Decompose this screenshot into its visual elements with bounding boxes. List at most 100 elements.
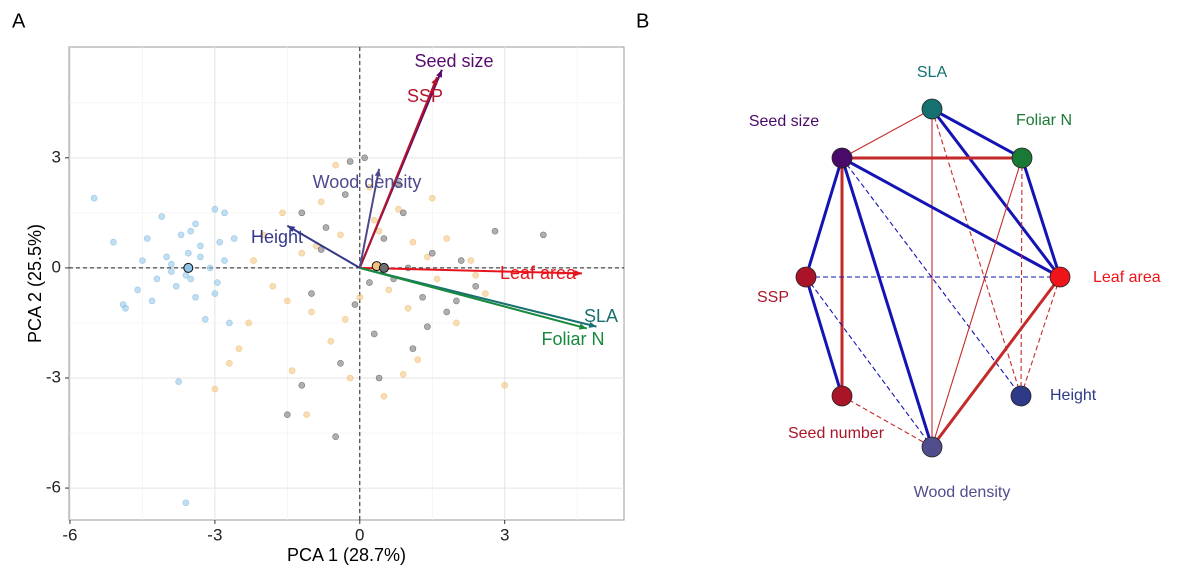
network-edge bbox=[840, 157, 934, 448]
loading-label: Seed size bbox=[414, 51, 493, 71]
point bbox=[168, 260, 175, 268]
plot-panel bbox=[68, 46, 625, 521]
point bbox=[491, 227, 499, 235]
point bbox=[230, 235, 238, 242]
y-tick-label: 3 bbox=[52, 147, 61, 166]
arrow-head bbox=[374, 168, 381, 177]
point bbox=[134, 286, 141, 294]
y-tick-label: 0 bbox=[52, 257, 61, 276]
point bbox=[163, 253, 170, 261]
point bbox=[298, 249, 306, 257]
arrow-head bbox=[287, 225, 296, 233]
point bbox=[385, 286, 393, 294]
loading-label: SSP bbox=[407, 86, 443, 106]
point bbox=[284, 297, 291, 305]
point bbox=[457, 257, 465, 264]
loading-arrow bbox=[359, 266, 583, 275]
point bbox=[370, 330, 378, 338]
loading-arrow bbox=[358, 168, 381, 269]
point bbox=[346, 374, 354, 382]
point bbox=[482, 290, 489, 297]
point bbox=[110, 238, 117, 246]
point bbox=[424, 323, 431, 330]
arrow-head bbox=[578, 323, 587, 330]
node-label: SSP bbox=[757, 289, 789, 306]
network-edge bbox=[930, 108, 1062, 278]
point bbox=[211, 205, 219, 213]
point bbox=[346, 158, 354, 165]
point bbox=[409, 345, 417, 352]
point bbox=[226, 319, 233, 327]
point bbox=[303, 411, 310, 418]
point bbox=[341, 315, 349, 323]
point bbox=[419, 293, 426, 301]
point bbox=[404, 304, 412, 312]
point bbox=[177, 231, 185, 239]
point bbox=[187, 227, 195, 235]
network-node bbox=[1010, 385, 1032, 407]
point bbox=[185, 249, 192, 257]
point bbox=[414, 356, 422, 363]
point bbox=[298, 382, 306, 389]
point bbox=[380, 235, 388, 242]
node-label: Height bbox=[1050, 387, 1097, 404]
point bbox=[206, 264, 214, 272]
point bbox=[153, 275, 161, 283]
centroid bbox=[378, 262, 389, 273]
arrow-head bbox=[574, 270, 582, 277]
point bbox=[380, 393, 388, 400]
x-tick-label: 0 bbox=[355, 525, 364, 544]
network-edge bbox=[841, 156, 1061, 279]
point bbox=[356, 293, 364, 301]
point bbox=[351, 301, 359, 308]
node-label: SLA bbox=[917, 64, 948, 81]
panel-label: B bbox=[636, 10, 649, 32]
point bbox=[341, 191, 349, 198]
point bbox=[472, 282, 480, 290]
x-tick-label: 3 bbox=[500, 525, 509, 544]
point bbox=[245, 319, 252, 327]
network-edge bbox=[931, 107, 1023, 160]
point bbox=[221, 209, 228, 217]
point bbox=[467, 257, 475, 264]
point bbox=[327, 337, 335, 345]
network-edge bbox=[1020, 276, 1061, 397]
point bbox=[428, 249, 436, 257]
loading-arrow bbox=[286, 224, 361, 269]
point bbox=[453, 319, 460, 327]
network-edge bbox=[1020, 157, 1062, 278]
point bbox=[226, 360, 233, 367]
point bbox=[192, 220, 199, 228]
network-node bbox=[921, 436, 943, 458]
network-node bbox=[831, 147, 853, 169]
point bbox=[284, 411, 291, 418]
point bbox=[308, 308, 315, 316]
point bbox=[211, 290, 219, 297]
point bbox=[288, 367, 296, 374]
point bbox=[197, 253, 204, 261]
loading-label: Foliar N bbox=[541, 329, 604, 349]
point bbox=[250, 257, 257, 264]
network-edge bbox=[804, 276, 844, 397]
point bbox=[366, 183, 373, 191]
point bbox=[182, 499, 190, 507]
network-node bbox=[795, 266, 817, 288]
point bbox=[501, 382, 508, 389]
point bbox=[399, 209, 407, 217]
point bbox=[90, 194, 98, 202]
point bbox=[361, 154, 368, 162]
point bbox=[148, 297, 156, 305]
point bbox=[168, 268, 175, 275]
point bbox=[279, 209, 286, 217]
network-node bbox=[1049, 266, 1071, 288]
loading-label: Leaf area bbox=[500, 263, 577, 283]
point bbox=[187, 275, 195, 283]
loading-label: SLA bbox=[584, 306, 618, 326]
network-edge bbox=[930, 276, 1062, 448]
point bbox=[433, 275, 441, 283]
point bbox=[201, 315, 209, 323]
point bbox=[453, 297, 460, 305]
point bbox=[399, 371, 407, 378]
x-tick-label: -6 bbox=[62, 525, 77, 544]
